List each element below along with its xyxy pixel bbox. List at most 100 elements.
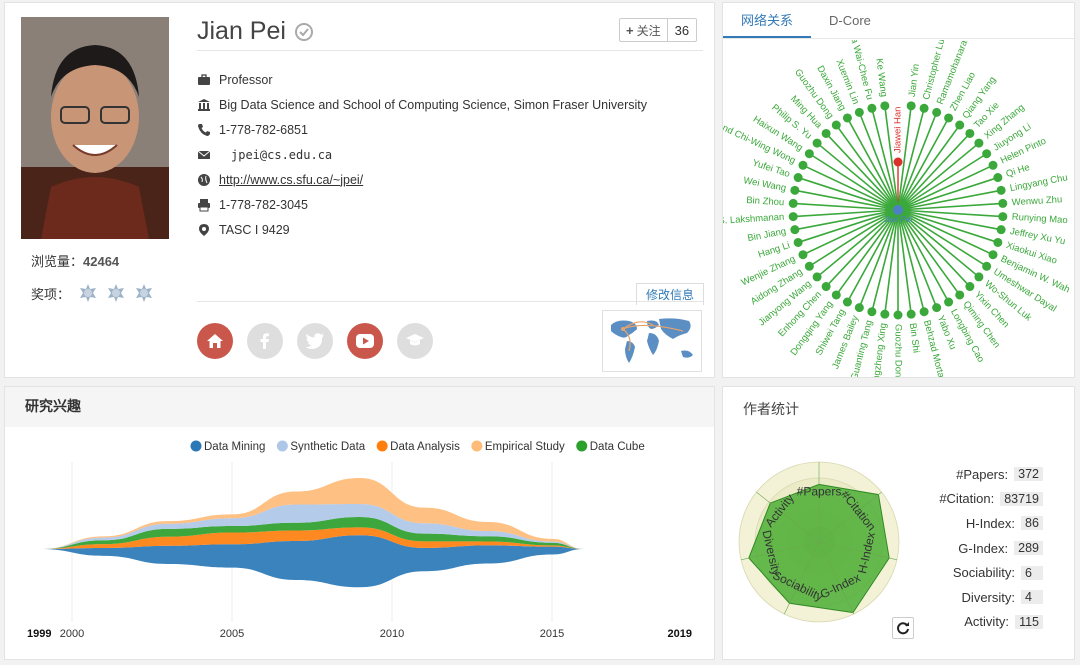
plus-icon: + [626, 22, 634, 38]
network-center-node[interactable] [893, 205, 903, 215]
network-node[interactable] [993, 173, 1003, 183]
network-node[interactable] [944, 297, 954, 307]
follow-button[interactable]: + 关注 36 [619, 18, 698, 42]
tab-d-core[interactable]: D-Core [829, 13, 871, 28]
stat-row: Sociability: 6 [923, 560, 1043, 585]
network-node[interactable] [988, 160, 998, 170]
graduation-cap-icon[interactable] [397, 323, 433, 359]
network-center-label: Jian Pei [884, 215, 913, 224]
network-node[interactable] [880, 101, 890, 111]
affiliation-row: Big Data Science and School of Computing… [197, 92, 647, 117]
network-node[interactable] [790, 185, 800, 195]
stream-layer[interactable] [40, 535, 584, 588]
network-node[interactable] [854, 107, 864, 117]
homepage-link[interactable]: http://www.cs.sfu.ca/~jpei/ [219, 172, 364, 187]
network-node[interactable] [854, 303, 864, 313]
network-node[interactable] [867, 103, 877, 113]
stream-layer[interactable] [40, 478, 584, 549]
world-map-thumbnail[interactable] [602, 310, 702, 372]
network-node[interactable] [906, 309, 916, 319]
tab-network[interactable]: 网络关系 [723, 3, 812, 38]
follow-label: 关注 [636, 23, 661, 38]
network-node[interactable] [804, 261, 814, 271]
research-interest-streamgraph[interactable]: Data Mining Synthetic Data Data Analysis Em… [5, 427, 714, 659]
network-edge [797, 176, 899, 211]
network-node[interactable] [842, 113, 852, 123]
stat-value: 83719 [1000, 491, 1043, 506]
institution-icon [198, 98, 210, 111]
award-icon[interactable] [106, 283, 126, 303]
network-node[interactable] [798, 160, 808, 170]
network-node[interactable] [842, 297, 852, 307]
youtube-icon[interactable] [347, 323, 383, 359]
network-node[interactable] [993, 237, 1003, 247]
network-node[interactable] [893, 157, 903, 167]
network-node-label: Wei Wang [742, 175, 787, 194]
network-node[interactable] [880, 309, 890, 319]
address-text: TASC I 9429 [219, 222, 290, 237]
network-edge [835, 124, 899, 211]
stream-layer[interactable] [40, 504, 584, 549]
network-node[interactable] [932, 303, 942, 313]
network-node[interactable] [793, 237, 803, 247]
network-edge [793, 202, 899, 211]
network-node[interactable] [919, 307, 929, 317]
research-interest-title: 研究兴趣 [5, 387, 714, 427]
stat-key: Sociability: [952, 565, 1015, 581]
network-edge [835, 209, 899, 296]
network-node[interactable] [982, 149, 992, 159]
network-node[interactable] [831, 120, 841, 130]
network-node[interactable] [906, 101, 916, 111]
network-edge [846, 209, 899, 303]
network-edge [897, 209, 925, 312]
network-edge [897, 209, 950, 303]
network-edge [825, 209, 899, 288]
network-node[interactable] [821, 128, 831, 138]
network-node[interactable] [788, 212, 798, 222]
home-icon[interactable] [197, 323, 233, 359]
divider [197, 50, 703, 51]
network-node[interactable] [932, 107, 942, 117]
stream-layer[interactable] [40, 527, 584, 549]
facebook-icon[interactable] [247, 323, 283, 359]
network-node[interactable] [812, 272, 822, 282]
refresh-icon[interactable] [892, 617, 914, 639]
stat-value: 86 [1021, 516, 1043, 531]
network-node[interactable] [867, 307, 877, 317]
network-node[interactable] [965, 282, 975, 292]
profile-photo [21, 17, 169, 239]
network-node[interactable] [812, 138, 822, 148]
network-node[interactable] [831, 290, 841, 300]
network-node[interactable] [919, 103, 929, 113]
network-edge [897, 142, 980, 211]
network-node[interactable] [798, 250, 808, 260]
award-icon[interactable] [78, 283, 98, 303]
network-node[interactable] [998, 198, 1008, 208]
network-node[interactable] [955, 120, 965, 130]
network-node[interactable] [982, 261, 992, 271]
network-node[interactable] [965, 128, 975, 138]
twitter-icon[interactable] [297, 323, 333, 359]
network-node[interactable] [804, 149, 814, 159]
network-node[interactable] [988, 250, 998, 260]
network-node[interactable] [788, 198, 798, 208]
stream-layer[interactable] [40, 517, 584, 549]
network-edge [802, 209, 899, 256]
network-node[interactable] [893, 310, 903, 320]
network-node[interactable] [996, 185, 1006, 195]
network-node[interactable] [955, 290, 965, 300]
network-node-label: Runying Mao [1011, 212, 1068, 226]
award-icon[interactable] [134, 283, 154, 303]
printer-icon [198, 198, 210, 211]
views-label: 浏览量： [31, 254, 84, 269]
network-node[interactable] [944, 113, 954, 123]
network-node[interactable] [998, 212, 1008, 222]
network-node[interactable] [974, 272, 984, 282]
network-node[interactable] [790, 225, 800, 235]
network-node[interactable] [974, 138, 984, 148]
edit-profile-link[interactable]: 修改信息 [636, 283, 705, 305]
network-node[interactable] [793, 173, 803, 183]
network-node[interactable] [996, 225, 1006, 235]
network-node[interactable] [821, 282, 831, 292]
